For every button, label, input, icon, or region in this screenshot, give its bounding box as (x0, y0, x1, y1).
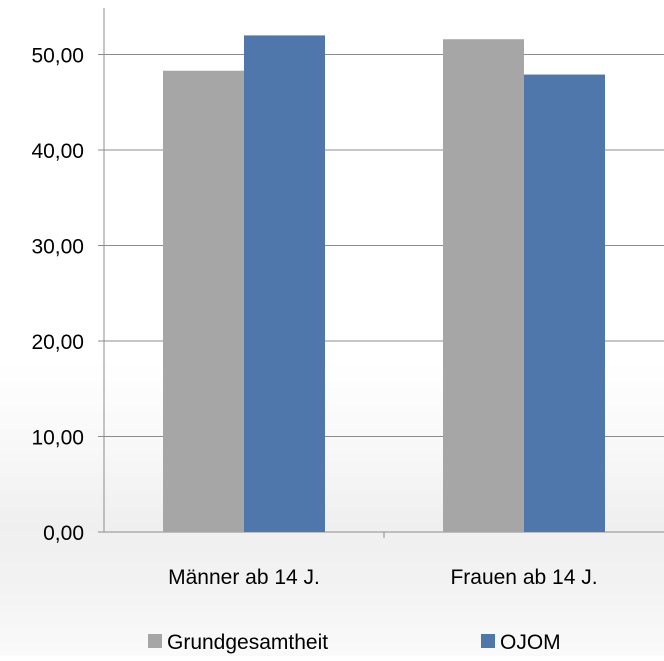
legend-label: OJOM (500, 631, 561, 654)
y-tick-label: 10,00 (31, 427, 84, 450)
legend: Grundgesamtheit OJOM (148, 631, 561, 654)
x-tick-labels: Männer ab 14 J. Frauen ab 14 J. (168, 566, 597, 589)
bar-ojom (524, 74, 605, 533)
y-tick-label: 50,00 (31, 45, 84, 68)
bar-grundgesamtheit (163, 70, 244, 533)
y-tick-label: 20,00 (31, 331, 84, 354)
legend-label: Grundgesamtheit (167, 631, 328, 654)
legend-swatch (148, 634, 162, 648)
y-tick-label: 30,00 (31, 236, 84, 259)
y-tick-label: 40,00 (31, 140, 84, 163)
x-tick-label: Frauen ab 14 J. (450, 566, 597, 589)
y-tick-labels: 0,00 10,00 20,00 30,00 40,00 50,00 (31, 45, 84, 546)
bar-grundgesamtheit (443, 39, 524, 532)
bar-ojom (244, 35, 325, 533)
x-tick-label: Männer ab 14 J. (168, 566, 320, 589)
y-tick-label: 0,00 (43, 522, 84, 545)
bars (163, 35, 605, 533)
legend-swatch (481, 634, 495, 648)
